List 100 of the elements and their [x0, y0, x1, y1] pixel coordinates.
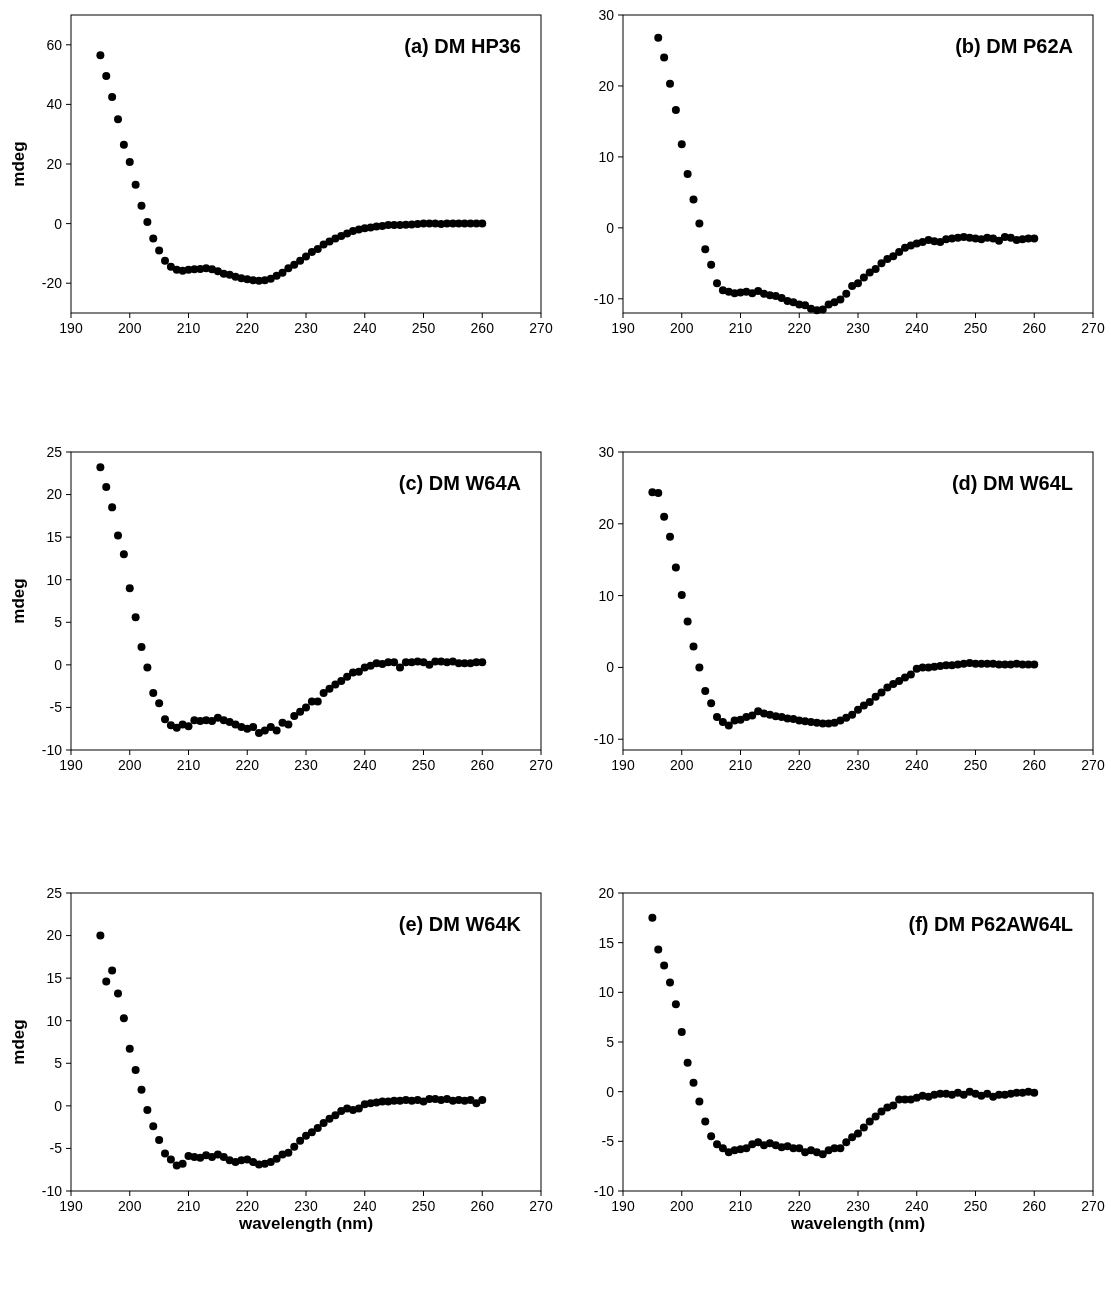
x-tick-label: 200	[670, 1198, 694, 1214]
x-tick-label: 270	[529, 757, 553, 773]
x-tick-label: 210	[728, 320, 753, 336]
x-tick-label: 190	[611, 1198, 635, 1214]
x-tick-label: 270	[1081, 1198, 1105, 1214]
text: (e) DM W64K	[398, 913, 522, 935]
y-tick-label: 10	[598, 587, 615, 604]
x-tick-label: 210	[728, 1198, 753, 1214]
x-tick-label: 190	[59, 757, 83, 773]
x-tick-label: 190	[59, 320, 83, 336]
y-axis-title: mdeg	[9, 141, 28, 187]
x-tick-label: 260	[1022, 1198, 1047, 1214]
x-tick-label: 220	[787, 757, 812, 773]
y-tick-label: 15	[46, 529, 63, 546]
y-tick-label: -5	[601, 1133, 615, 1150]
y-tick-label: 10	[46, 1012, 63, 1029]
x-tick-label: 210	[728, 757, 753, 773]
y-tick-label: 0	[606, 659, 615, 676]
y-tick-label: -10	[41, 741, 63, 758]
y-tick-label: 20	[598, 77, 615, 94]
y-axis-title: mdeg	[9, 578, 28, 624]
y-tick-label: -10	[41, 1182, 63, 1199]
text: (b) DM P62A	[955, 35, 1073, 57]
x-tick-label: 250	[963, 1198, 988, 1214]
y-tick-label: 20	[598, 884, 615, 901]
x-tick-label: 250	[963, 757, 988, 773]
x-tick-label: 270	[1081, 757, 1105, 773]
y-tick-label: 20	[46, 486, 63, 503]
y-tick-label: 10	[46, 571, 63, 588]
y-tick-label: -10	[593, 731, 615, 748]
y-tick-label: 5	[54, 1055, 63, 1072]
text: (a) DM HP36	[404, 35, 521, 57]
x-tick-label: 260	[470, 320, 495, 336]
x-tick-label: 240	[905, 320, 929, 336]
x-tick-label: 250	[411, 757, 436, 773]
x-tick-label: 260	[1022, 320, 1047, 336]
y-axis-title: mdeg	[9, 1019, 28, 1065]
x-tick-label: 230	[294, 1198, 318, 1214]
y-tick-label: 0	[606, 219, 615, 236]
y-tick-label: 20	[46, 155, 63, 172]
y-tick-label: -10	[593, 290, 615, 307]
y-tick-label: 25	[46, 443, 63, 460]
y-tick-label: 0	[54, 1097, 63, 1114]
x-tick-label: 210	[176, 757, 201, 773]
x-tick-label: 240	[353, 757, 377, 773]
x-tick-label: 240	[905, 757, 929, 773]
y-tick-label: 0	[54, 215, 63, 232]
y-tick-label: 0	[606, 1083, 615, 1100]
x-tick-label: 200	[118, 757, 142, 773]
x-tick-label: 240	[353, 320, 377, 336]
x-tick-label: 200	[118, 1198, 142, 1214]
x-axis-title: wavelength (nm)	[237, 1214, 374, 1233]
x-tick-label: 250	[963, 320, 988, 336]
x-tick-label: 220	[235, 320, 260, 336]
y-tick-label: 20	[598, 515, 615, 532]
x-axis-title: wavelength (nm)	[789, 1214, 926, 1233]
y-tick-label: 15	[598, 934, 615, 951]
x-tick-label: 270	[529, 320, 553, 336]
y-tick-label: 30	[598, 443, 615, 460]
x-tick-label: 190	[611, 757, 635, 773]
x-tick-label: 260	[1022, 757, 1047, 773]
y-tick-label: 10	[598, 984, 615, 1001]
x-tick-label: 210	[176, 320, 201, 336]
text: (f) DM P62AW64L	[908, 913, 1073, 935]
y-tick-label: -10	[593, 1182, 615, 1199]
x-tick-label: 240	[905, 1198, 929, 1214]
text: (d) DM W64L	[951, 472, 1073, 494]
y-tick-label: 20	[46, 927, 63, 944]
x-tick-label: 220	[235, 757, 260, 773]
x-tick-label: 190	[611, 320, 635, 336]
x-tick-label: 230	[294, 757, 318, 773]
x-tick-label: 210	[176, 1198, 201, 1214]
y-tick-label: 40	[46, 96, 63, 113]
x-tick-label: 230	[846, 320, 870, 336]
y-tick-label: 10	[598, 148, 615, 165]
x-tick-label: 200	[118, 320, 142, 336]
x-tick-label: 270	[529, 1198, 553, 1214]
y-tick-label: 5	[54, 614, 63, 631]
y-tick-label: 60	[46, 36, 63, 53]
x-tick-label: 260	[470, 757, 495, 773]
y-tick-label: 0	[54, 656, 63, 673]
x-tick-label: 220	[235, 1198, 260, 1214]
x-tick-label: 240	[353, 1198, 377, 1214]
y-tick-label: -20	[41, 275, 63, 292]
x-tick-label: 260	[470, 1198, 495, 1214]
x-tick-label: 220	[787, 1198, 812, 1214]
text: (c) DM W64A	[398, 472, 521, 494]
x-tick-label: 220	[787, 320, 812, 336]
y-tick-label: 15	[46, 970, 63, 987]
y-tick-label: 5	[606, 1033, 615, 1050]
y-tick-label: -5	[49, 1140, 63, 1157]
x-tick-label: 190	[59, 1198, 83, 1214]
x-tick-label: 230	[294, 320, 318, 336]
x-tick-label: 200	[670, 320, 694, 336]
x-tick-label: 250	[411, 1198, 436, 1214]
x-tick-label: 250	[411, 320, 436, 336]
y-tick-label: -5	[49, 699, 63, 716]
x-tick-label: 230	[846, 757, 870, 773]
y-tick-label: 25	[46, 884, 63, 901]
x-tick-label: 230	[846, 1198, 870, 1214]
